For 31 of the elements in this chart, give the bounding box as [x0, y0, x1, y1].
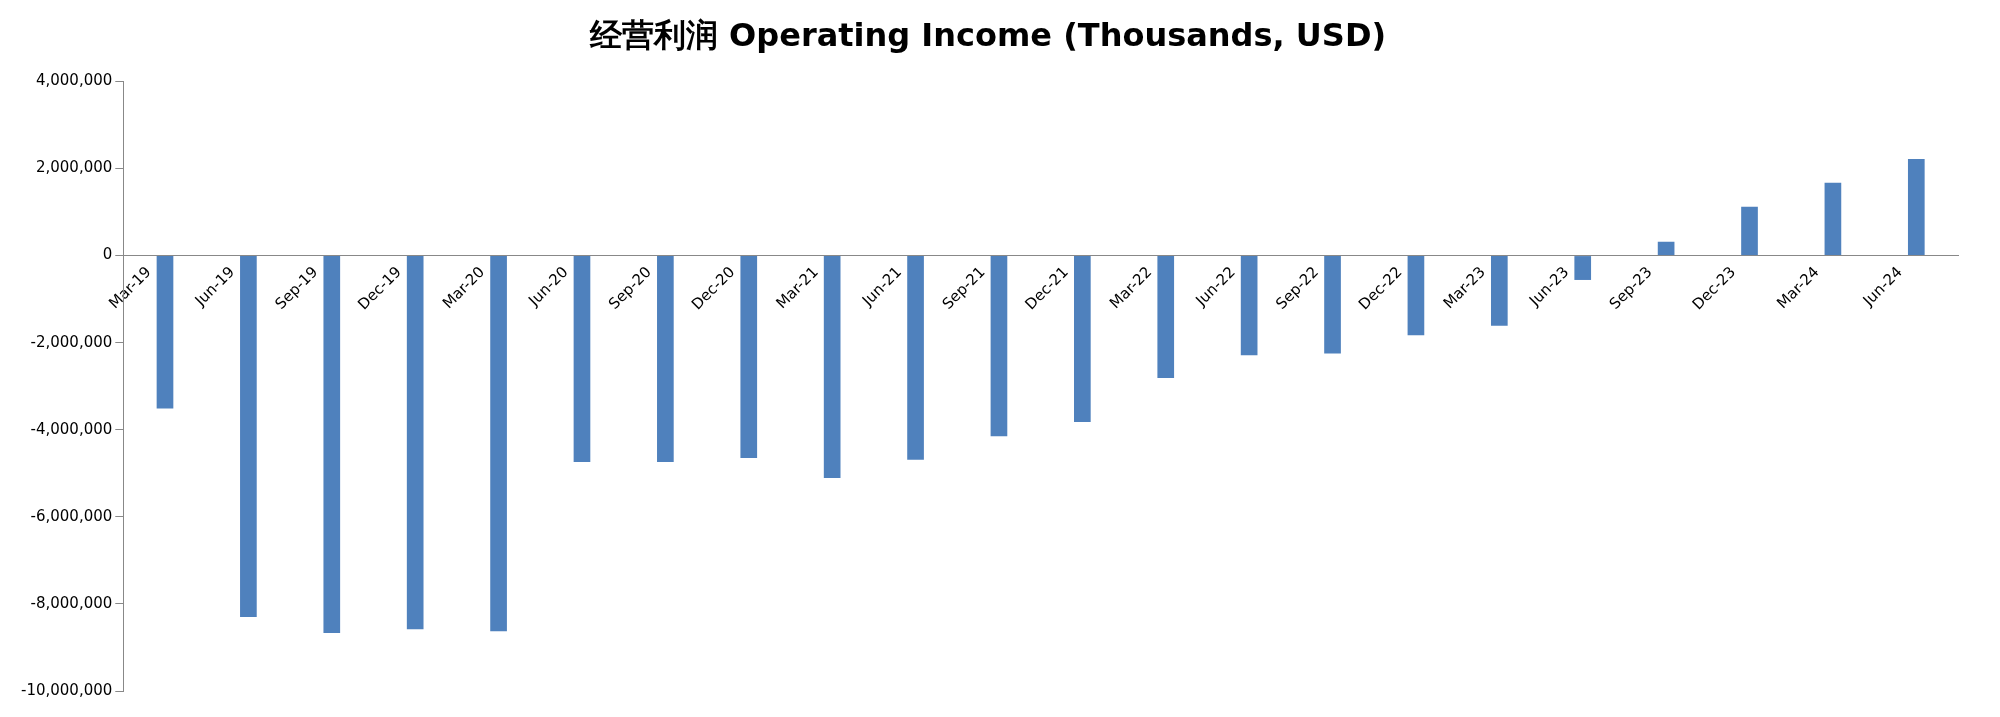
bar — [1490, 256, 1508, 326]
bar — [990, 256, 1008, 437]
bar — [740, 256, 758, 459]
bar — [240, 256, 257, 617]
bar — [1574, 256, 1592, 280]
bar — [406, 256, 424, 630]
bar — [657, 256, 674, 462]
y-tick-label: 4,000,000 — [35, 71, 113, 90]
y-tick-label: -10,000,000 — [21, 680, 113, 699]
y-tick-label: -8,000,000 — [30, 593, 113, 612]
bar — [1324, 256, 1341, 354]
bar — [1407, 256, 1425, 336]
y-tick-label: -4,000,000 — [30, 419, 113, 438]
bar — [323, 256, 341, 634]
chart-title: 经营利润 Operating Income (Thousands, USD) — [588, 15, 1387, 54]
y-tick-label: -2,000,000 — [30, 332, 113, 351]
bar — [1824, 182, 1842, 256]
bar — [823, 256, 841, 479]
bar — [1074, 256, 1091, 422]
bar — [573, 256, 591, 462]
y-tick-label: 2,000,000 — [35, 158, 113, 177]
bar — [1657, 241, 1675, 256]
bar — [1907, 158, 1925, 256]
bar — [1741, 206, 1758, 256]
bar — [490, 256, 507, 632]
y-tick-label: -6,000,000 — [30, 506, 113, 525]
bar — [156, 256, 174, 409]
bar — [907, 256, 924, 460]
bar — [1240, 256, 1258, 356]
bar — [1157, 256, 1175, 378]
y-tick-label: 0 — [102, 245, 113, 264]
